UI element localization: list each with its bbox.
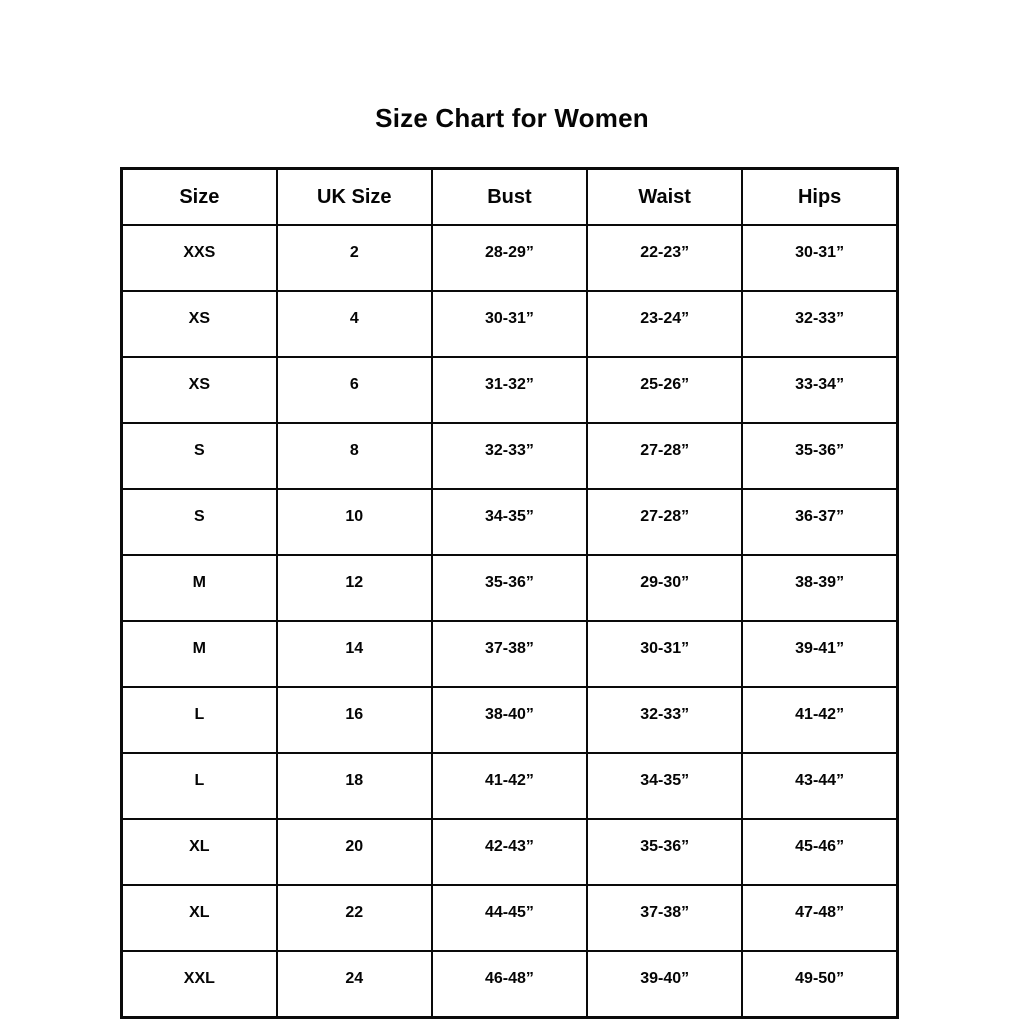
cell-waist: 25-26” [586, 356, 744, 424]
cell-hips: 32-33” [741, 290, 899, 358]
cell-size: L [120, 752, 278, 820]
cell-uk-size: 18 [275, 752, 433, 820]
cell-waist: 29-30” [586, 554, 744, 622]
table-row: XS 6 31-32” 25-26” 33-34” [120, 356, 899, 424]
cell-waist: 39-40” [586, 950, 744, 1019]
cell-size: M [120, 620, 278, 688]
column-header-waist: Waist [586, 167, 744, 226]
cell-waist: 32-33” [586, 686, 744, 754]
cell-bust: 32-33” [430, 422, 589, 490]
table-row: XL 20 42-43” 35-36” 45-46” [120, 818, 899, 886]
cell-bust: 46-48” [430, 950, 589, 1019]
table-row: XXL 24 46-48” 39-40” 49-50” [120, 950, 899, 1019]
cell-size: S [120, 488, 278, 556]
cell-waist: 30-31” [586, 620, 744, 688]
cell-bust: 31-32” [430, 356, 589, 424]
table-row: S 8 32-33” 27-28” 35-36” [120, 422, 899, 490]
column-header-size: Size [120, 167, 278, 226]
cell-uk-size: 10 [275, 488, 433, 556]
cell-size: XL [120, 884, 278, 952]
cell-size: XXL [120, 950, 278, 1019]
cell-uk-size: 12 [275, 554, 433, 622]
cell-waist: 23-24” [586, 290, 744, 358]
cell-size: M [120, 554, 278, 622]
cell-size: XXS [120, 224, 278, 292]
cell-size: S [120, 422, 278, 490]
cell-hips: 49-50” [741, 950, 899, 1019]
cell-uk-size: 2 [275, 224, 433, 292]
cell-waist: 27-28” [586, 488, 744, 556]
cell-hips: 30-31” [741, 224, 899, 292]
cell-waist: 22-23” [586, 224, 744, 292]
cell-hips: 35-36” [741, 422, 899, 490]
cell-size: XL [120, 818, 278, 886]
table-row: M 14 37-38” 30-31” 39-41” [120, 620, 899, 688]
cell-uk-size: 6 [275, 356, 433, 424]
table-row: S 10 34-35” 27-28” 36-37” [120, 488, 899, 556]
size-chart-table: Size UK Size Bust Waist Hips XXS 2 28-29… [120, 167, 899, 1019]
cell-uk-size: 4 [275, 290, 433, 358]
column-header-uk-size: UK Size [275, 167, 433, 226]
cell-hips: 41-42” [741, 686, 899, 754]
cell-size: XS [120, 356, 278, 424]
cell-bust: 41-42” [430, 752, 589, 820]
cell-hips: 39-41” [741, 620, 899, 688]
table-row: XL 22 44-45” 37-38” 47-48” [120, 884, 899, 952]
cell-uk-size: 20 [275, 818, 433, 886]
cell-hips: 47-48” [741, 884, 899, 952]
cell-waist: 27-28” [586, 422, 744, 490]
table-row: L 16 38-40” 32-33” 41-42” [120, 686, 899, 754]
cell-uk-size: 14 [275, 620, 433, 688]
cell-bust: 44-45” [430, 884, 589, 952]
cell-waist: 35-36” [586, 818, 744, 886]
cell-bust: 37-38” [430, 620, 589, 688]
table-row: XXS 2 28-29” 22-23” 30-31” [120, 224, 899, 292]
cell-uk-size: 8 [275, 422, 433, 490]
cell-uk-size: 22 [275, 884, 433, 952]
cell-bust: 34-35” [430, 488, 589, 556]
cell-bust: 30-31” [430, 290, 589, 358]
table-row: XS 4 30-31” 23-24” 32-33” [120, 290, 899, 358]
column-header-hips: Hips [741, 167, 899, 226]
cell-uk-size: 16 [275, 686, 433, 754]
cell-bust: 42-43” [430, 818, 589, 886]
cell-hips: 36-37” [741, 488, 899, 556]
cell-size: XS [120, 290, 278, 358]
cell-hips: 43-44” [741, 752, 899, 820]
page-title: Size Chart for Women [375, 103, 649, 133]
cell-hips: 45-46” [741, 818, 899, 886]
cell-waist: 37-38” [586, 884, 744, 952]
cell-bust: 35-36” [430, 554, 589, 622]
cell-bust: 38-40” [430, 686, 589, 754]
table-row: M 12 35-36” 29-30” 38-39” [120, 554, 899, 622]
cell-size: L [120, 686, 278, 754]
cell-hips: 38-39” [741, 554, 899, 622]
cell-hips: 33-34” [741, 356, 899, 424]
column-header-bust: Bust [430, 167, 589, 226]
cell-uk-size: 24 [275, 950, 433, 1019]
cell-waist: 34-35” [586, 752, 744, 820]
table-header-row: Size UK Size Bust Waist Hips [120, 167, 899, 226]
table-row: L 18 41-42” 34-35” 43-44” [120, 752, 899, 820]
cell-bust: 28-29” [430, 224, 589, 292]
